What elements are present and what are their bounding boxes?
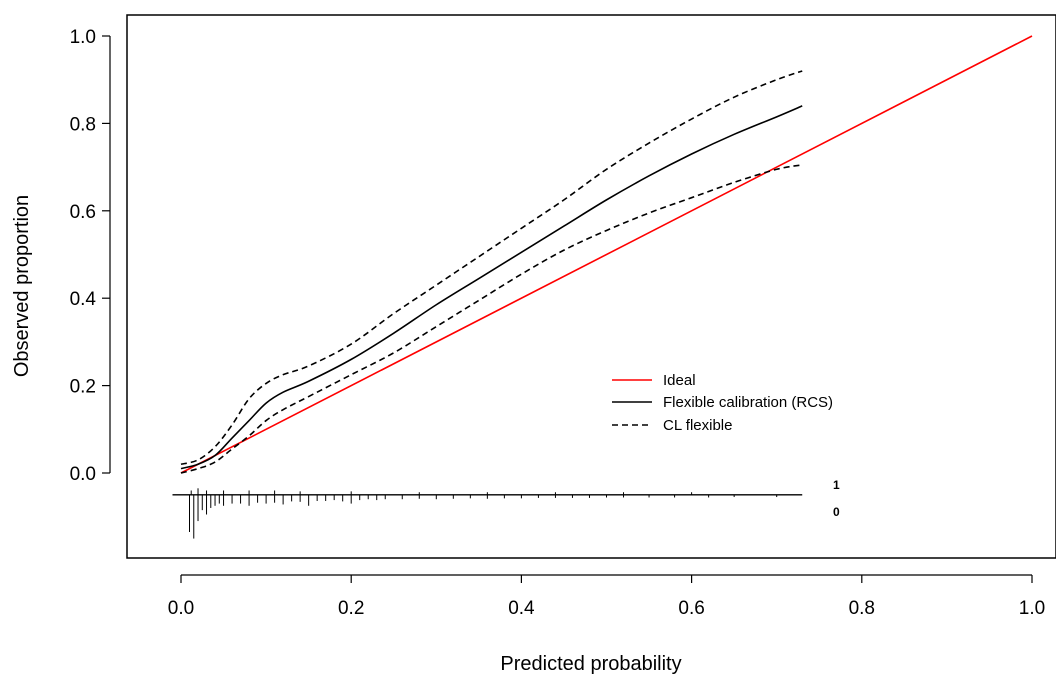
y-tick-label: 0.6 [70,202,96,223]
plot-frame [126,14,1056,559]
x-axis: 0.0 0.2 0.4 0.6 0.8 1.0 [168,574,1045,619]
y-tick-label: 0.2 [70,377,96,398]
series-line-flexible-calibration-rcs [180,105,803,470]
x-tick-label: 0.6 [678,598,704,619]
x-tick-label: 1.0 [1019,598,1045,619]
legend-label-cl: CL flexible [663,417,732,434]
x-tick-label: 0.4 [508,598,535,619]
x-axis-title: Predicted probability [500,653,681,675]
x-tick-label: 0.0 [168,598,194,619]
y-axis-title: Observed proportion [11,195,33,377]
y-tick-label: 1.0 [70,27,96,48]
legend-label-flexible: Flexible calibration (RCS) [663,394,833,411]
rug-label-nonevents: 0 [833,505,840,519]
series-line-ideal [180,35,1033,474]
rug-label-events: 1 [833,478,840,492]
rug-plot [172,488,803,539]
series-line-cl-flexible-lower [180,164,803,474]
x-tick-label: 0.8 [849,598,875,619]
legend: Ideal Flexible calibration (RCS) CL flex… [612,372,833,434]
x-tick-label: 0.2 [338,598,364,619]
series-line-cl-flexible-upper [180,70,803,466]
y-tick-label: 0.4 [70,289,97,310]
legend-label-ideal: Ideal [663,372,696,389]
y-tick-label: 0.8 [70,114,96,135]
y-tick-label: 0.0 [70,464,96,485]
series-lines [180,35,1033,474]
y-axis: 0.0 0.2 0.4 0.6 0.8 1.0 [70,27,111,485]
